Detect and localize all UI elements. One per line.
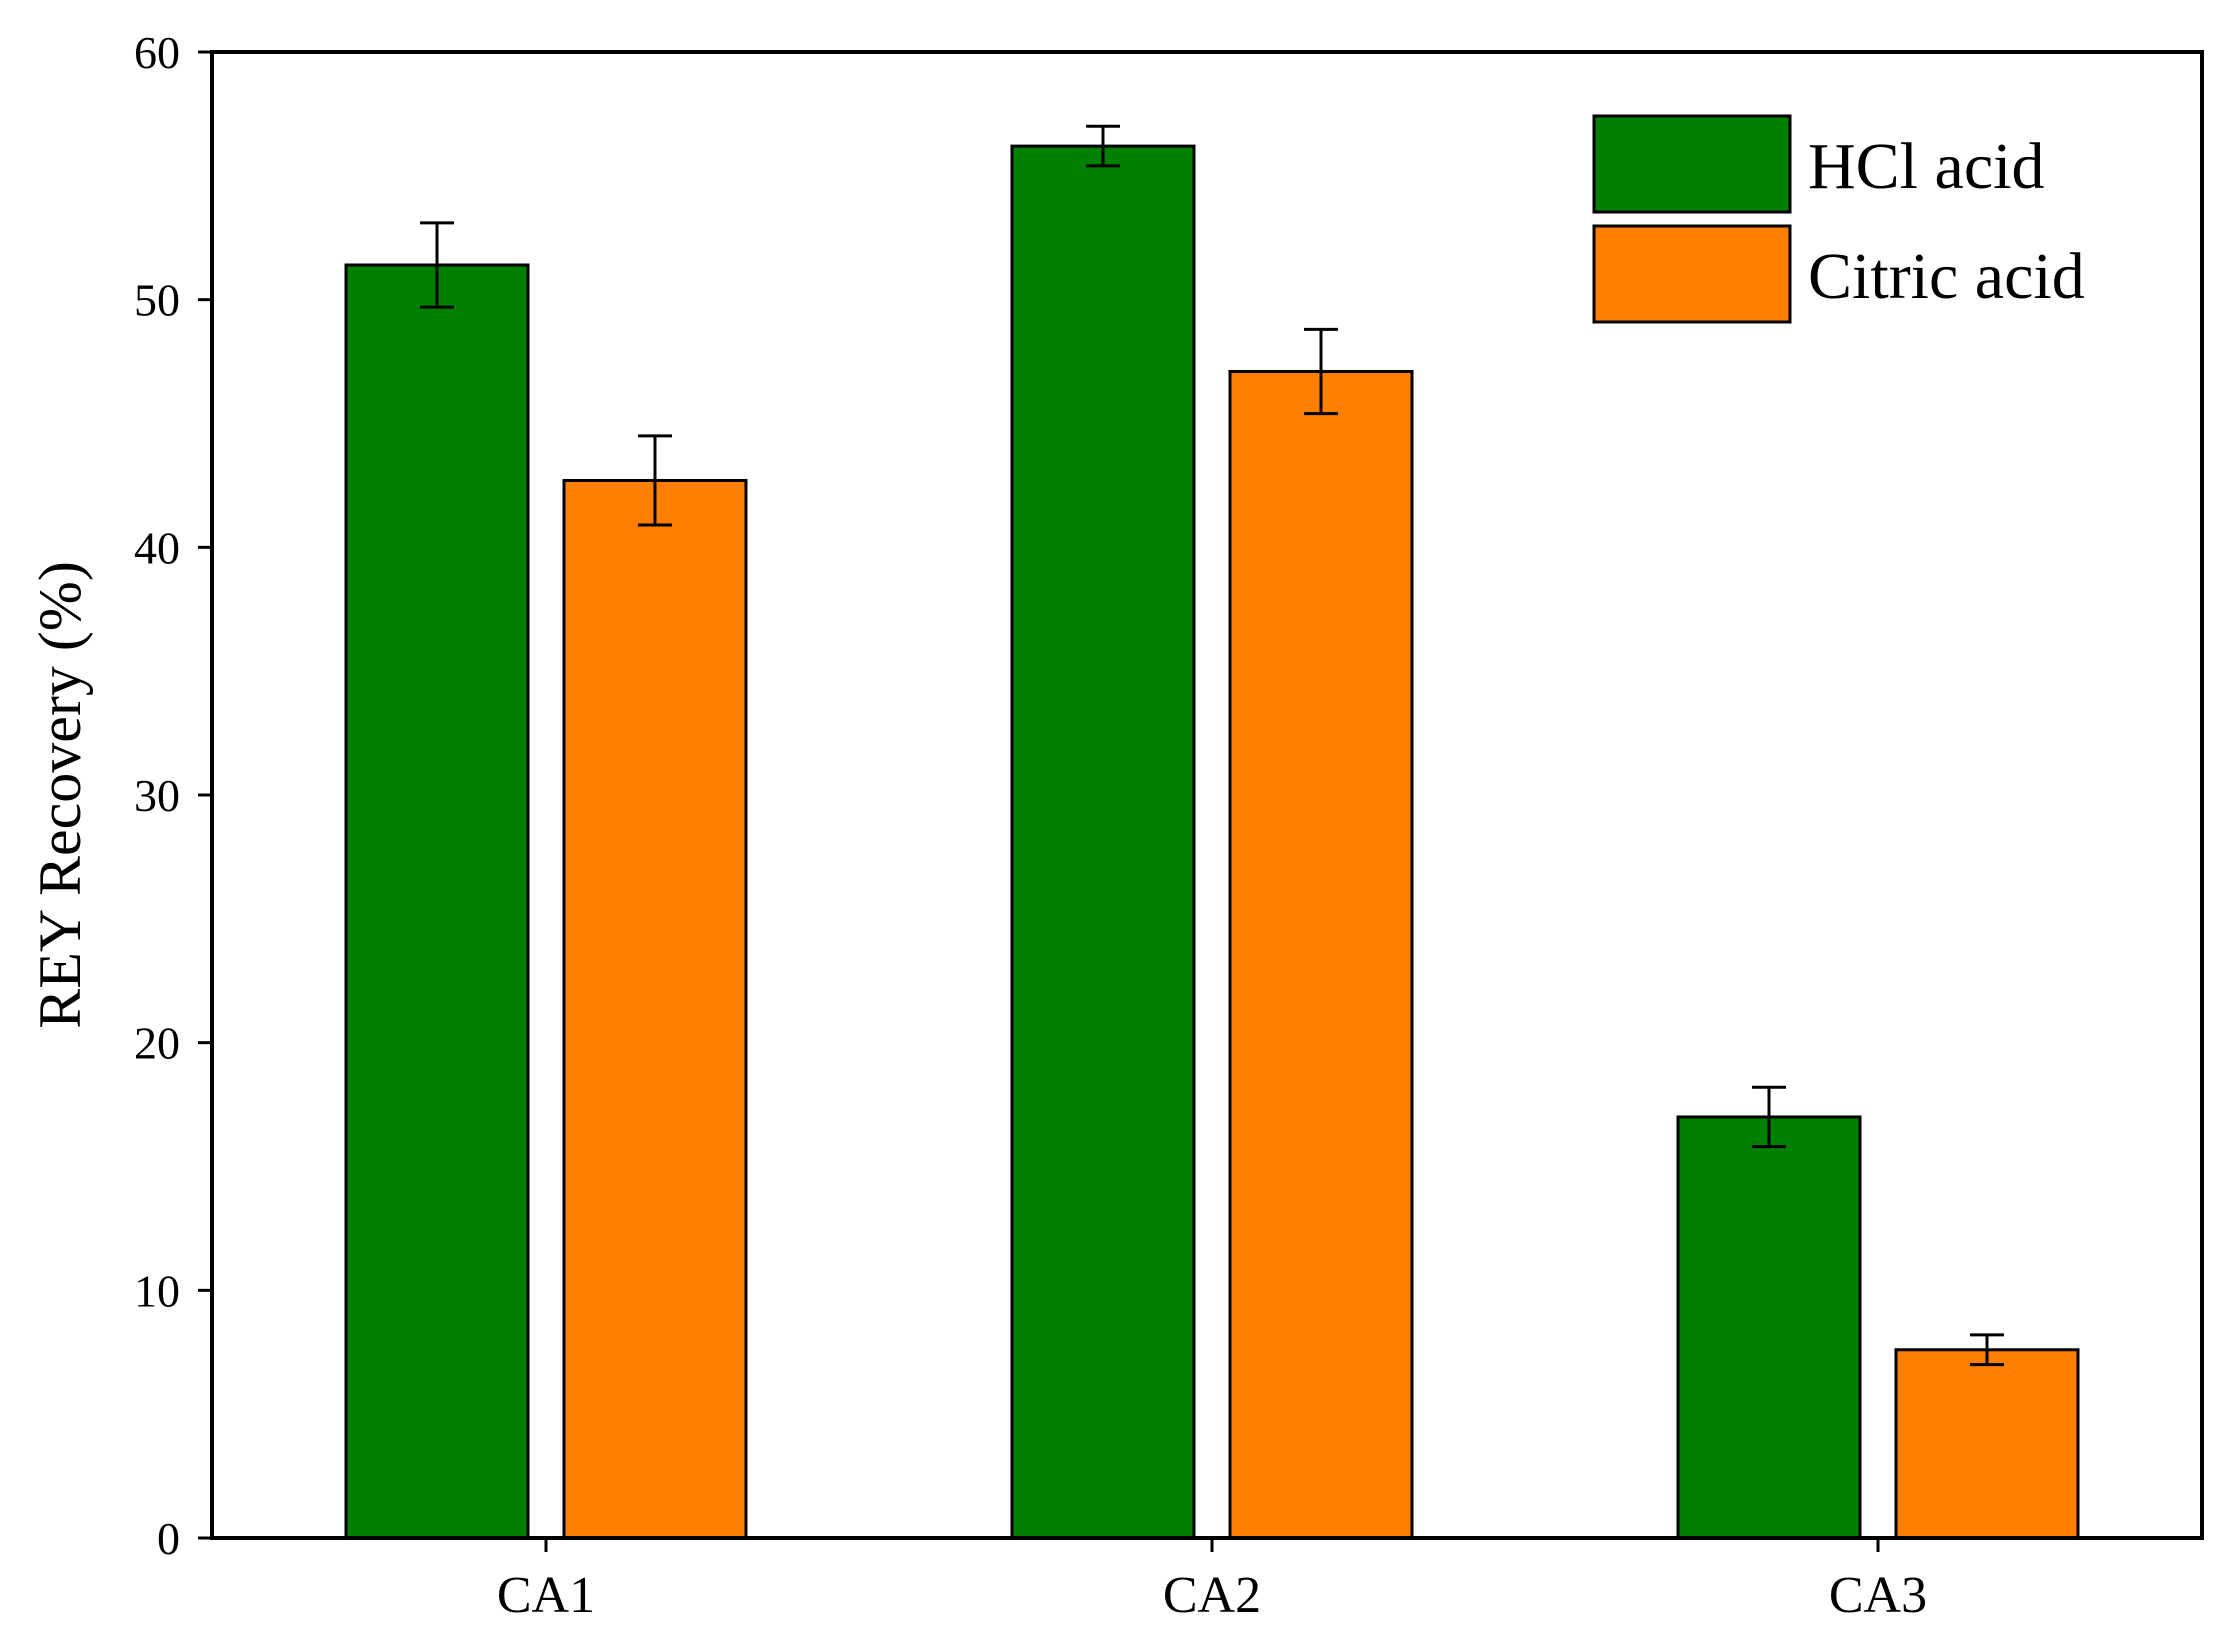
- y-tick-label-40: 40: [134, 522, 180, 573]
- bar-ca3-citric: [1894, 1348, 2080, 1540]
- x-tick-label-ca3: CA3: [1829, 1567, 1927, 1624]
- legend-swatch-hcl: [1592, 114, 1792, 214]
- bar-ca1-hcl: [344, 263, 530, 1540]
- y-tick-label-60: 60: [134, 27, 180, 78]
- bar-ca1-citric: [562, 478, 748, 1540]
- y-tick-label-20: 20: [134, 1018, 180, 1069]
- error-bars-layer: [420, 124, 2004, 1367]
- y-tick-label-50: 50: [134, 275, 180, 326]
- bar-ca2-citric: [1228, 369, 1414, 1540]
- legend-swatch-citric: [1592, 224, 1792, 324]
- y-axis: 0 10 20 30 40 50 60: [134, 27, 212, 1564]
- error-bar-ca1-hcl: [420, 221, 454, 309]
- y-tick-label-10: 10: [134, 1265, 180, 1316]
- error-bar-ca3-hcl: [1752, 1085, 1786, 1149]
- error-bar-ca3-citric: [1970, 1333, 2004, 1367]
- y-tick-label-0: 0: [157, 1513, 180, 1564]
- bar-ca2-hcl: [1010, 144, 1196, 1540]
- legend: HCl acid Citric acid: [1592, 114, 2085, 324]
- error-bar-ca2-citric: [1304, 327, 1338, 416]
- y-axis-title: REY Recovery (%): [27, 561, 93, 1029]
- error-bar-ca2-hcl: [1086, 124, 1120, 168]
- bars-layer: [344, 144, 2080, 1540]
- legend-label-citric: Citric acid: [1808, 240, 2085, 313]
- y-tick-label-30: 30: [134, 770, 180, 821]
- bar-ca3-hcl: [1676, 1115, 1862, 1540]
- x-axis: CA1 CA2 CA3: [497, 1538, 1927, 1624]
- x-tick-label-ca1: CA1: [497, 1567, 595, 1624]
- legend-label-hcl: HCl acid: [1808, 130, 2044, 203]
- x-tick-label-ca2: CA2: [1163, 1567, 1261, 1624]
- error-bar-ca1-citric: [638, 434, 672, 527]
